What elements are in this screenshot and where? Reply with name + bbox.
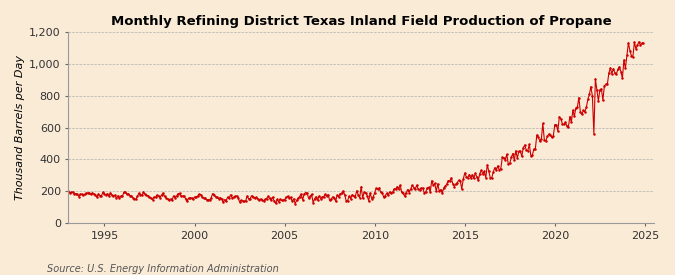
Text: Source: U.S. Energy Information Administration: Source: U.S. Energy Information Administ… <box>47 264 279 274</box>
Y-axis label: Thousand Barrels per Day: Thousand Barrels per Day <box>15 55 25 200</box>
Title: Monthly Refining District Texas Inland Field Production of Propane: Monthly Refining District Texas Inland F… <box>111 15 612 28</box>
